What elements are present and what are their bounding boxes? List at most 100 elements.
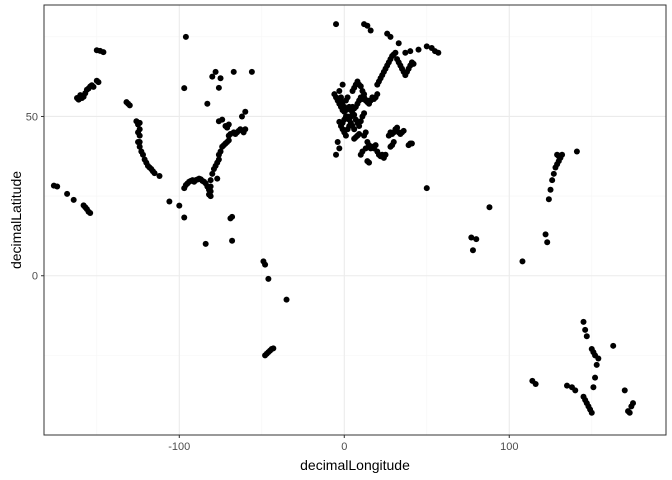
data-point <box>139 151 146 158</box>
data-point <box>610 342 617 349</box>
data-point <box>229 237 236 244</box>
data-point <box>100 49 107 56</box>
data-point <box>242 126 249 133</box>
data-point <box>473 236 480 243</box>
data-point <box>87 209 94 216</box>
data-point <box>136 143 143 150</box>
x-axis-title: decimalLongitude <box>300 457 410 473</box>
panel-border <box>43 4 667 436</box>
data-point <box>225 121 232 128</box>
data-point <box>407 48 414 55</box>
data-point <box>402 49 409 56</box>
data-point <box>357 83 364 90</box>
data-point <box>361 110 368 117</box>
data-point <box>367 27 374 34</box>
data-point <box>549 177 556 184</box>
data-point <box>337 94 344 101</box>
data-point <box>217 75 224 82</box>
data-point <box>395 40 402 47</box>
x-tick-label: -100 <box>168 441 190 453</box>
data-point <box>204 100 211 107</box>
data-point <box>265 275 272 282</box>
data-point <box>423 43 430 50</box>
data-point <box>333 21 340 28</box>
data-point <box>486 204 493 211</box>
data-point <box>392 49 399 56</box>
data-point <box>394 124 401 131</box>
data-point <box>423 185 430 192</box>
data-point <box>532 381 539 388</box>
data-point <box>357 118 364 125</box>
data-point <box>387 143 394 150</box>
data-point <box>333 151 340 158</box>
data-point <box>336 145 343 152</box>
data-point <box>126 102 133 109</box>
data-point <box>582 326 589 333</box>
data-point <box>212 68 219 75</box>
data-point <box>572 387 579 394</box>
data-point <box>136 119 143 126</box>
data-point <box>214 175 221 182</box>
data-point <box>351 135 358 142</box>
data-point <box>542 231 549 238</box>
data-point <box>156 173 163 180</box>
axis-ticks: -100 0 100 0 50 <box>26 111 519 453</box>
data-point <box>547 186 554 193</box>
data-point <box>408 140 415 147</box>
data-point <box>136 132 143 139</box>
data-point <box>415 46 422 53</box>
data-point <box>359 148 366 155</box>
data-point <box>182 33 189 40</box>
data-point <box>217 148 224 155</box>
data-point <box>382 151 389 158</box>
minor-gridlines <box>44 5 666 435</box>
data-point <box>242 108 249 115</box>
data-point <box>262 261 269 268</box>
data-point <box>90 83 97 90</box>
data-point <box>207 188 214 195</box>
data-point <box>545 196 552 203</box>
data-point <box>229 213 236 220</box>
data-point <box>550 170 557 177</box>
data-point <box>410 60 417 67</box>
data-point <box>592 374 599 381</box>
data-point <box>181 214 188 221</box>
data-points <box>50 21 637 416</box>
x-tick-label: 0 <box>341 441 347 453</box>
data-point <box>151 170 158 177</box>
data-point <box>342 113 349 120</box>
data-point <box>225 137 232 144</box>
data-point <box>362 129 369 136</box>
data-point <box>334 138 341 145</box>
data-point <box>435 49 442 56</box>
data-point <box>469 247 476 254</box>
y-tick-label: 0 <box>32 271 38 283</box>
data-point <box>95 79 102 86</box>
data-point <box>400 127 407 134</box>
data-point <box>215 156 222 163</box>
data-point <box>238 113 245 120</box>
data-point <box>215 84 222 91</box>
data-point <box>219 116 226 123</box>
data-point <box>209 73 216 80</box>
data-point <box>230 68 237 75</box>
data-point <box>248 68 255 75</box>
data-point <box>374 91 381 98</box>
data-point <box>181 85 188 92</box>
data-point <box>366 159 373 166</box>
data-point <box>588 409 595 416</box>
data-point <box>468 234 475 241</box>
data-point <box>387 33 394 40</box>
data-point <box>583 333 590 340</box>
data-point <box>54 183 61 190</box>
data-point <box>176 202 183 209</box>
data-point <box>136 126 143 133</box>
data-point <box>630 400 637 407</box>
data-point <box>351 111 358 118</box>
data-point <box>555 153 562 160</box>
data-point <box>166 198 173 205</box>
y-axis-title: decimalLatitude <box>8 171 24 269</box>
data-point <box>336 88 343 94</box>
